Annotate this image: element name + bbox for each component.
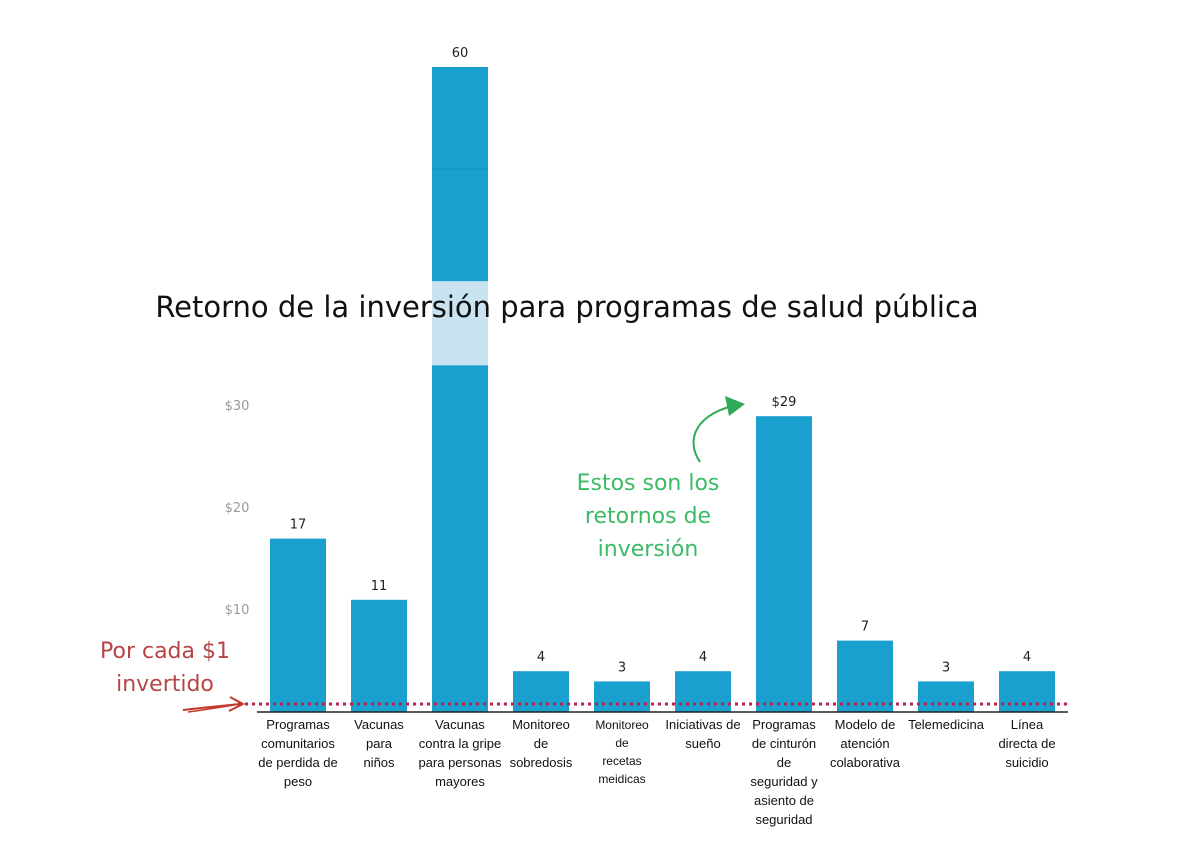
bar [675, 671, 731, 712]
bar-value-label: $29 [772, 395, 797, 410]
bar-value-label: 11 [371, 579, 388, 594]
category-label: Línea directa de suicidio [998, 717, 1055, 770]
bar-value-label: 60 [452, 46, 469, 61]
category-label: Vacunas contra la gripe para personas mayor… [418, 717, 502, 789]
category-label: Iniciativas de sueño [665, 717, 740, 751]
bar-value-label: 3 [942, 660, 950, 675]
category-label: Modelo de atención colaborativa [830, 717, 901, 770]
bar [756, 416, 812, 712]
bar-value-label: 4 [1023, 650, 1031, 665]
bar-value-label: 7 [861, 620, 869, 635]
category-label: Programas comunitarios de perdida de peso [258, 717, 338, 789]
category-label: Programas de cinturón de seguridad y asiento… [750, 717, 818, 827]
y-tick-label: $10 [225, 603, 250, 618]
returns-note-line-1: Estos son los [577, 471, 720, 496]
bar [270, 538, 326, 712]
bar-value-label: 3 [618, 660, 626, 675]
bar [999, 671, 1055, 712]
baseline-note-line-2: invertido [116, 672, 214, 697]
bar-value-label: 17 [290, 518, 307, 533]
returns-note-line-2: retornos de [585, 504, 711, 529]
bar-upper-segment [432, 67, 488, 282]
bar-value-label: 4 [699, 650, 707, 665]
returns-note-line-3: inversión [598, 537, 699, 562]
category-label: Monitoreo de sobredosis [510, 717, 573, 770]
bar [513, 671, 569, 712]
green-arrow-icon [692, 396, 745, 463]
bar [432, 365, 488, 712]
bar [837, 640, 893, 712]
y-tick-label: $30 [225, 399, 250, 414]
bars-layer [238, 67, 1070, 712]
category-label: Telemedicina [908, 717, 985, 732]
category-label: Vacunas para niños [354, 717, 404, 770]
chart-title: Retorno de la inversión para programas d… [155, 290, 978, 324]
category-label: Monitoreo de recetas meidicas [595, 718, 649, 786]
bar [918, 681, 974, 712]
labels-layer: $10 $20 $30 17 Programas comunitarios de perdi… [225, 46, 1056, 827]
bar-value-label: 4 [537, 650, 545, 665]
red-arrow-icon [182, 696, 246, 713]
baseline-note-line-1: Por cada $1 [100, 639, 230, 664]
bar [594, 681, 650, 712]
axis-break-band [432, 281, 488, 366]
bar [351, 599, 407, 712]
y-tick-label: $20 [225, 501, 250, 516]
